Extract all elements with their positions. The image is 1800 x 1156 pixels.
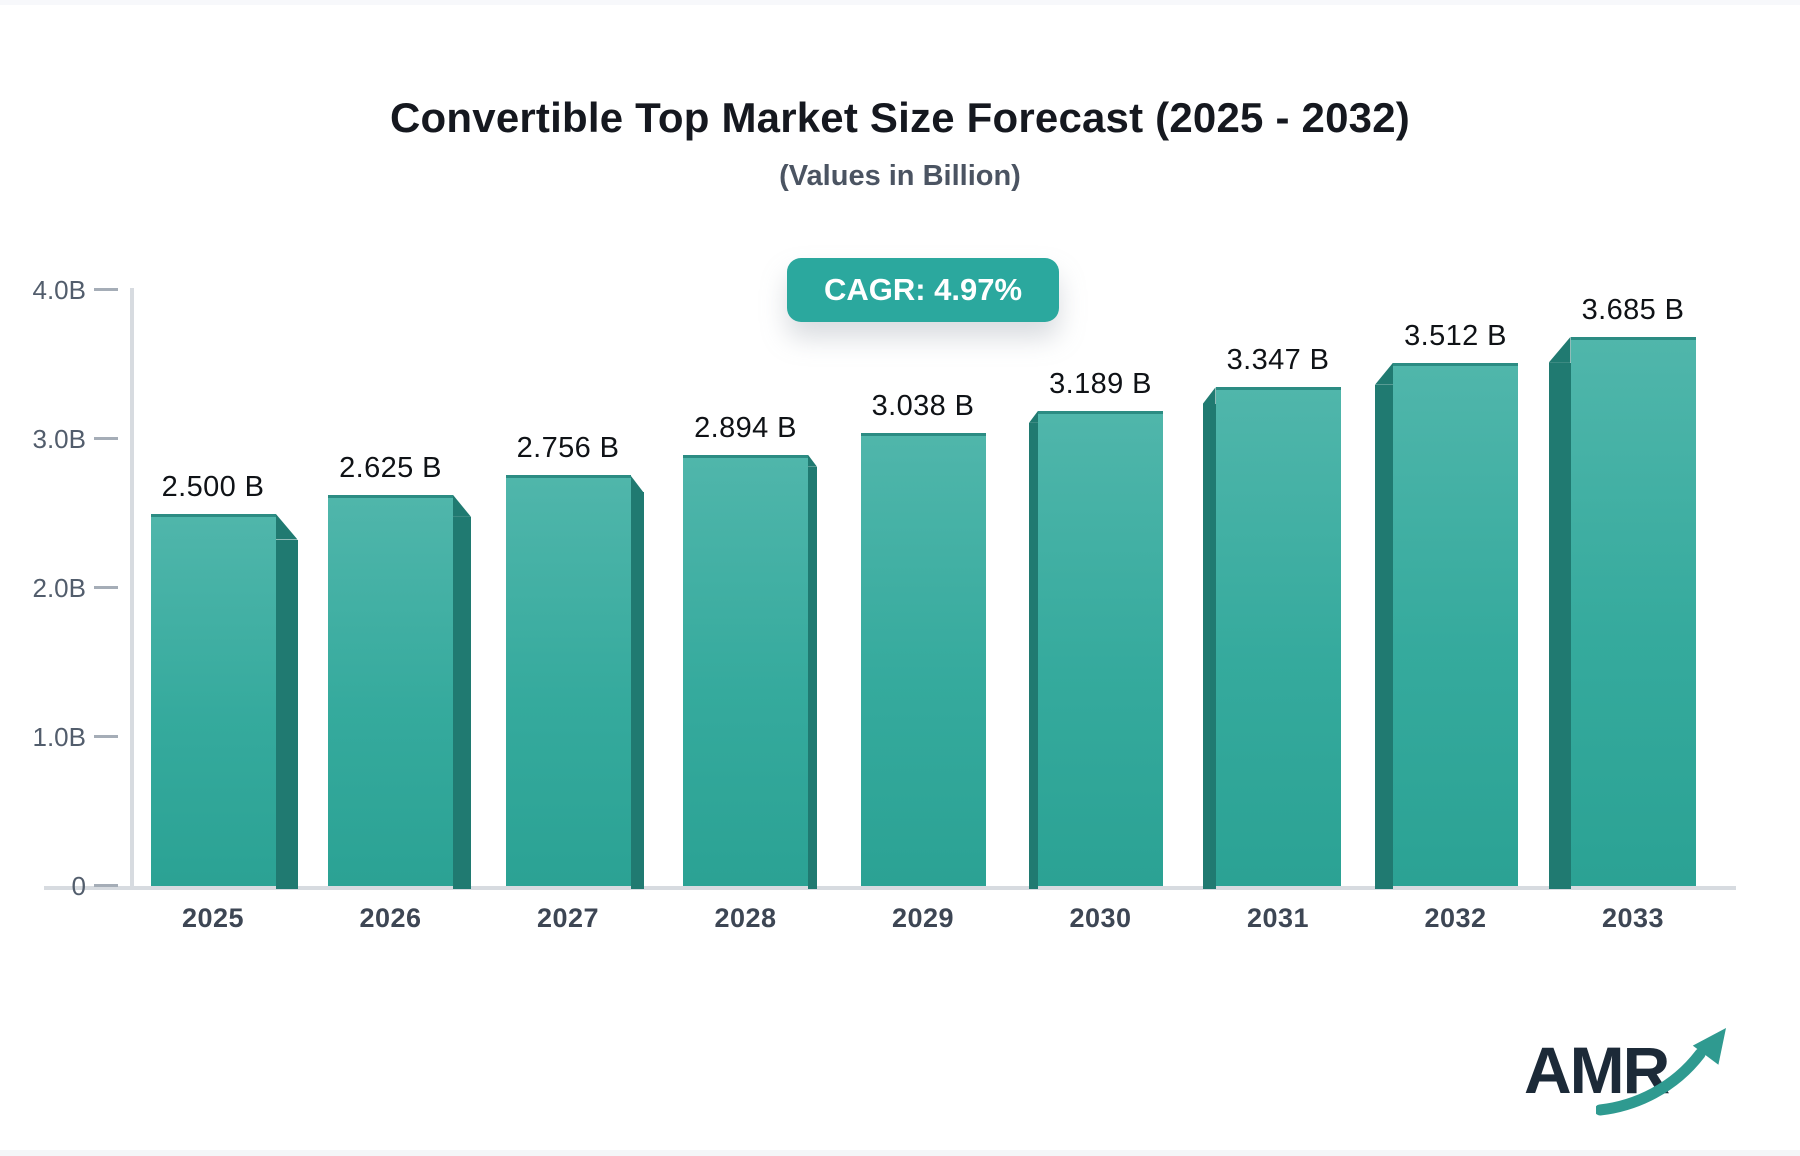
- cagr-badge: CAGR: 4.97%: [787, 258, 1059, 322]
- bar-value-label: 3.512 B: [1404, 319, 1507, 352]
- chart-title: Convertible Top Market Size Forecast (20…: [390, 94, 1410, 141]
- bar-2028: [683, 454, 808, 886]
- x-axis-label-2032: 2032: [1424, 903, 1487, 933]
- y-tick-label: 3.0B: [32, 424, 87, 454]
- bar-chamfer-3d: [808, 454, 817, 467]
- bar-value-label: 3.347 B: [1226, 344, 1330, 377]
- bar-value-label: 2.625 B: [339, 451, 442, 484]
- bar-2032: [1393, 362, 1518, 886]
- bar-top-edge: [1215, 387, 1341, 391]
- y-tick: [94, 586, 118, 589]
- x-axis-line: [44, 886, 1736, 890]
- amr-logo: AMR: [1524, 1022, 1744, 1132]
- x-axis-label-2028: 2028: [714, 903, 777, 933]
- y-tick-label: 1.0B: [32, 722, 87, 752]
- bar-chamfer-3d: [275, 513, 298, 540]
- bar-2033: [1570, 336, 1696, 886]
- y-axis-line: [130, 288, 134, 890]
- bar-side-3d: [1375, 384, 1393, 889]
- bottom-edge-divider: [0, 1150, 1800, 1156]
- bar-top-edge: [1038, 410, 1163, 414]
- bar-top-edge: [683, 454, 808, 458]
- chart-subtitle: (Values in Billion): [779, 160, 1021, 192]
- bar-side-3d: [1548, 362, 1571, 889]
- bar-chamfer-3d: [630, 475, 644, 493]
- bar-chamfer-3d: [453, 494, 471, 517]
- bar-2030: [1038, 410, 1163, 886]
- bar-top-edge: [860, 433, 986, 437]
- y-tick: [94, 884, 118, 887]
- bar-value-label: 2.500 B: [161, 470, 265, 503]
- bar-2031: [1215, 387, 1341, 886]
- bar-top-edge: [1570, 336, 1696, 340]
- bar-side-3d: [630, 492, 644, 889]
- x-axis-label-2025: 2025: [181, 903, 245, 933]
- bar-chamfer-3d: [1029, 410, 1038, 423]
- bar-2026: [328, 494, 453, 886]
- bar-side-3d: [1202, 404, 1216, 889]
- bar-value-label: 3.685 B: [1581, 293, 1685, 326]
- y-tick-label: 0: [71, 871, 86, 901]
- x-axis-label-2033: 2033: [1601, 903, 1665, 933]
- bar-top-edge: [328, 494, 453, 498]
- bar-side-3d: [275, 539, 298, 889]
- x-axis-label-2030: 2030: [1069, 903, 1132, 933]
- bar-side-3d: [1029, 422, 1038, 889]
- y-tick: [94, 735, 118, 738]
- x-axis-label-2031: 2031: [1246, 903, 1310, 933]
- bar-top-edge: [1393, 362, 1518, 366]
- growth-arrow-icon: [1596, 1028, 1726, 1116]
- bar-2029: [860, 433, 986, 886]
- y-tick-label: 2.0B: [32, 573, 87, 603]
- y-tick-label: 4.0B: [32, 275, 87, 305]
- bar-value-label: 3.038 B: [871, 390, 975, 423]
- bar-top-edge: [505, 475, 631, 479]
- top-edge-divider: [0, 0, 1800, 5]
- bar-side-3d: [453, 516, 471, 889]
- bar-2025: [150, 513, 276, 886]
- bar-top-edge: [150, 513, 276, 517]
- bar-value-label: 2.894 B: [694, 411, 797, 444]
- bar-value-label: 2.756 B: [516, 432, 620, 465]
- y-tick: [94, 288, 118, 291]
- x-axis-label-2026: 2026: [359, 903, 422, 933]
- y-tick: [94, 437, 118, 440]
- bar-side-3d: [808, 466, 817, 889]
- bar-2027: [505, 475, 631, 886]
- x-axis-label-2027: 2027: [536, 903, 600, 933]
- x-axis-label-2029: 2029: [891, 903, 955, 933]
- bar-value-label: 3.189 B: [1049, 367, 1152, 400]
